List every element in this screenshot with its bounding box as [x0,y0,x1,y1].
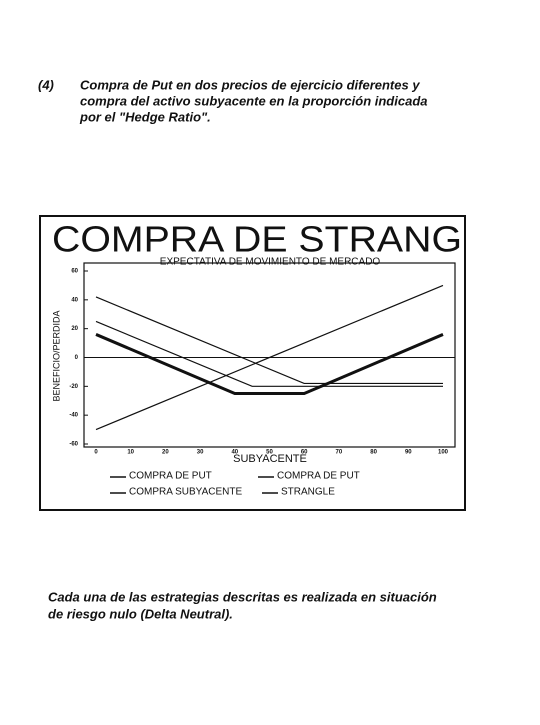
x-tick-label: 20 [162,450,169,456]
y-tick-label: 60 [71,269,78,275]
y-tick-label: 40 [71,297,78,303]
x-tick-label: 100 [438,450,449,456]
legend-label: COMPRA DE PUT [129,471,212,482]
note-line: Cada una de las estrategias descritas es… [48,589,437,604]
series-line [95,296,443,385]
x-tick-label: 50 [266,450,273,456]
x-tick-label: 0 [94,450,98,456]
heading-line: por el "Hedge Ratio". [79,109,211,124]
y-tick-label: -40 [69,413,78,419]
series-line [95,320,443,387]
series-line [95,333,444,396]
y-axis-label: BENEFICIO/PERDIDA [51,310,61,401]
chart-subtitle: EXPECTATIVA DE MOVIMIENTO DE MERCADO [160,257,381,268]
legend-label: COMPRA SUBYACENTE [129,487,242,498]
x-tick-label: 90 [405,450,412,456]
plot-frame [83,262,456,448]
x-tick-label: 60 [301,450,308,456]
y-tick-label: -20 [69,384,78,390]
heading-line: Compra de Put en dos precios de ejercici… [80,77,420,92]
x-tick-label: 10 [127,450,134,456]
heading-line: compra del activo subyacente en la propo… [80,93,427,108]
y-tick-label: 0 [75,355,79,361]
heading-number: (4) [38,77,54,92]
y-tick-label: -60 [69,442,78,448]
series-line [95,284,444,431]
note-line: de riesgo nulo (Delta Neutral). [48,606,233,621]
x-tick-label: 30 [197,450,204,456]
y-tick-label: 20 [71,326,78,332]
legend-label: COMPRA DE PUT [277,471,360,482]
chart-frame [39,215,466,511]
legend-label: STRANGLE [281,487,335,498]
x-axis-label: SUBYACENTE [233,453,307,465]
x-tick-label: 80 [370,450,377,456]
x-tick-label: 70 [336,450,343,456]
x-tick-label: 40 [231,450,238,456]
chart-title: COMPRA DE STRANG [52,219,462,260]
